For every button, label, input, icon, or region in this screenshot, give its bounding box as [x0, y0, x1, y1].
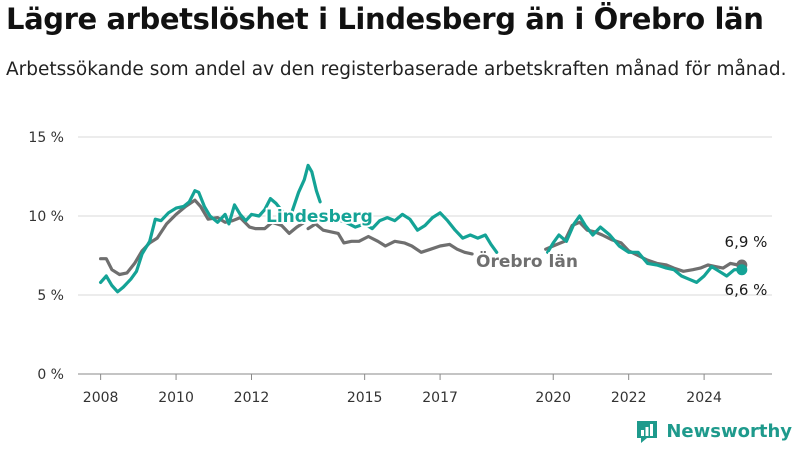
series-line-0-segment-1 [306, 222, 474, 256]
y-tick-label: 15 % [28, 130, 64, 146]
x-tick-label: 2020 [535, 390, 571, 406]
newsworthy-brand: Newsworthy [634, 418, 792, 444]
series-line-1-segment-0 [99, 163, 322, 294]
end-value-label: 6,9 % [725, 233, 768, 251]
y-tick-label: 0 % [37, 367, 64, 383]
series-lines [99, 163, 748, 294]
x-tick-label: 2010 [158, 390, 194, 406]
x-tick-label: 2024 [686, 390, 722, 406]
x-tick-label: 2015 [347, 390, 383, 406]
series-label: Lindesberg [266, 207, 373, 227]
series-end-point [736, 264, 748, 276]
brand-name: Newsworthy [666, 420, 792, 442]
series-labels: Lindesberg Örebro län 6,9 % 6,6 % [264, 205, 768, 299]
chart-subtitle: Arbetssökande som andel av den registerb… [6, 59, 787, 80]
x-tick-label: 2012 [234, 390, 270, 406]
axis-labels: 0 % 5 % 10 % 15 % 2008 2010 2012 2015 2017 2020 20… [28, 130, 722, 406]
chart-title: Lägre arbetslöshet i Lindesberg än i Öre… [6, 2, 764, 36]
series-line-1-segment-1 [325, 211, 499, 254]
y-tick-label: 5 % [37, 288, 64, 304]
series-label: Örebro län [476, 250, 578, 272]
y-tick-label: 10 % [28, 209, 64, 225]
series-line-0-segment-2 [544, 220, 744, 273]
x-tick-label: 2008 [83, 390, 119, 406]
series-line-1-segment-2 [546, 214, 744, 284]
bar-chart-logo-icon [637, 421, 658, 443]
x-tick-label: 2017 [422, 390, 458, 406]
gridlines [78, 136, 772, 375]
series-line-0-segment-0 [99, 198, 306, 277]
end-value-label: 6,6 % [725, 281, 768, 299]
x-tick-label: 2022 [611, 390, 647, 406]
